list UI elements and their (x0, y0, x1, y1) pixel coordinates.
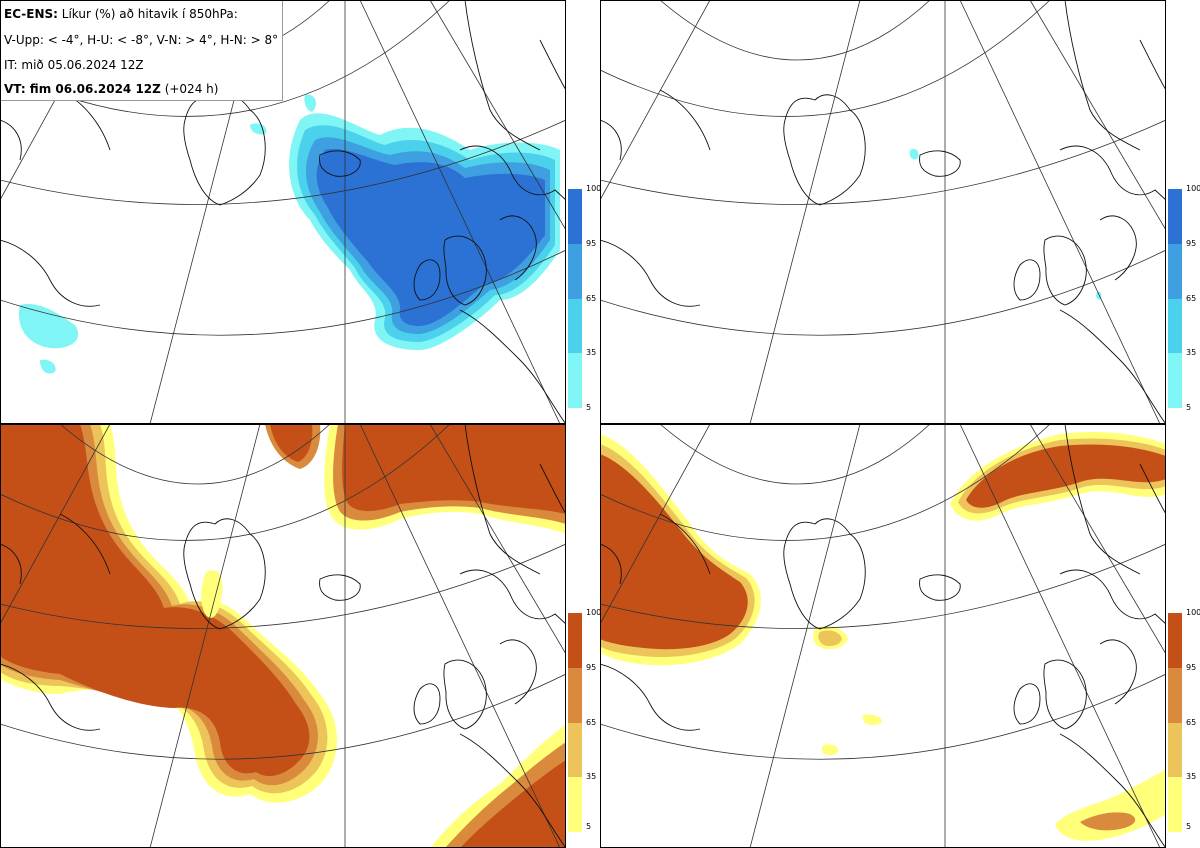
map-panel-warm-4 (0, 424, 566, 848)
graticule (0, 424, 566, 848)
colorbar-tick: 35 (586, 348, 597, 357)
colorbar-segment-95-100 (1168, 189, 1182, 244)
map-cold-8-svg (600, 0, 1166, 424)
title-description: Líkur (%) að hitavik í 850hPa: (57, 7, 238, 21)
colorbar-tick: 100 (586, 184, 602, 193)
coastlines (600, 424, 1166, 848)
colorbar-segment-5-35 (1168, 353, 1182, 408)
colorbar-segment-65-95 (568, 668, 582, 723)
map-warm-4-svg (0, 424, 566, 848)
map-cold-4-svg (0, 0, 566, 424)
colorbar-tick: 35 (1186, 348, 1197, 357)
colorbar-tick: 5 (1186, 822, 1192, 831)
colorbar-tick: 5 (586, 403, 592, 412)
colorbar-segment-35-65 (1168, 723, 1182, 777)
colorbar-warm-bottom-right: 100 95 65 35 5 (1168, 609, 1200, 832)
colorbar-tick: 5 (1186, 403, 1192, 412)
colorbar-warm-bottom-left: 100 95 65 35 5 (568, 609, 601, 832)
colorbar-segment-5-35 (1168, 777, 1182, 832)
init-time-label: IT: mið 05.06.2024 12Z (4, 58, 144, 72)
title-line-2: V-Upp: < -4°, H-U: < -8°, V-N: > 4°, H-N… (4, 33, 279, 47)
colorbar-tick: 65 (586, 718, 597, 727)
valid-time-label: VT: fim 06.06.2024 12Z (4, 82, 161, 96)
colorbar-segment-5-35 (568, 777, 582, 832)
colorbar-tick: 65 (1186, 718, 1197, 727)
colorbar-segment-35-65 (1168, 299, 1182, 353)
colorbar-cold-top-right: 100 95 65 35 5 (1168, 185, 1200, 412)
colorbar-tick: 95 (586, 663, 597, 672)
title-legend: EC-ENS: Líkur (%) að hitavik í 850hPa: V… (0, 0, 283, 101)
colorbar-tick: 5 (586, 822, 592, 831)
map-panel-warm-8 (600, 424, 1166, 848)
coastlines (0, 424, 566, 848)
title-line-1: EC-ENS: Líkur (%) að hitavik í 850hPa: (4, 7, 238, 21)
colorbar-segment-35-65 (568, 299, 582, 353)
map-panel-cold-8 (600, 0, 1166, 424)
colorbar-tick: 35 (1186, 772, 1197, 781)
colorbar-tick: 100 (1186, 184, 1200, 193)
colorbar-tick: 100 (1186, 608, 1200, 617)
colorbar-tick: 35 (586, 772, 597, 781)
coastlines (600, 0, 1166, 424)
colorbar-segment-65-95 (1168, 244, 1182, 299)
probability-field (600, 432, 1166, 841)
colorbar-segment-65-95 (568, 244, 582, 299)
colorbar-segment-95-100 (1168, 613, 1182, 668)
colorbar-segment-5-35 (568, 353, 582, 408)
lead-time-label: (+024 h) (160, 82, 219, 96)
colorbar-tick: 95 (1186, 239, 1197, 248)
title-model-label: EC-ENS: (4, 7, 58, 21)
colorbar-segment-95-100 (568, 189, 582, 244)
colorbar-tick: 95 (586, 239, 597, 248)
map-panel-cold-4: EC-ENS: Líkur (%) að hitavik í 850hPa: V… (0, 0, 566, 424)
graticule (600, 0, 1166, 424)
colorbar-tick: 95 (1186, 663, 1197, 672)
probability-field (909, 148, 1102, 300)
probability-field (0, 424, 566, 848)
colorbar-tick: 65 (586, 294, 597, 303)
graticule (600, 424, 1166, 848)
colorbar-segment-65-95 (1168, 668, 1182, 723)
colorbar-tick: 65 (1186, 294, 1197, 303)
colorbar-segment-95-100 (568, 613, 582, 668)
valid-time-line: VT: fim 06.06.2024 12Z (+024 h) (4, 82, 218, 96)
map-warm-8-svg (600, 424, 1166, 848)
colorbar-cold-top-left: 100 95 65 35 5 (568, 185, 601, 412)
colorbar-tick: 100 (586, 608, 602, 617)
colorbar-segment-35-65 (568, 723, 582, 777)
